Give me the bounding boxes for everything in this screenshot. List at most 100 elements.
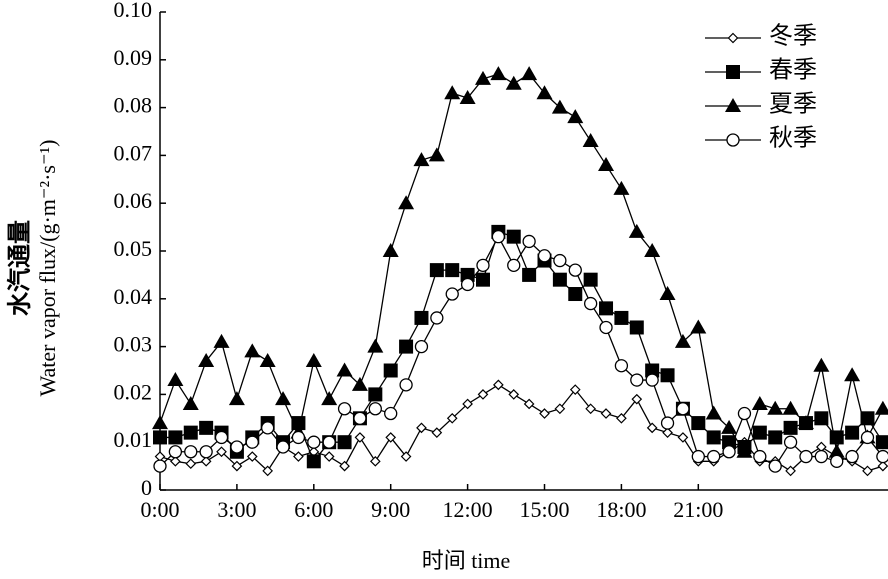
x-tick-label: 12:00 <box>443 497 493 522</box>
marker <box>583 272 598 287</box>
marker <box>614 359 629 373</box>
marker <box>690 319 707 334</box>
marker <box>460 277 475 292</box>
marker <box>231 460 243 472</box>
marker <box>799 449 813 464</box>
marker <box>246 451 258 462</box>
marker <box>783 435 798 449</box>
y-tick-label: 0.08 <box>114 93 153 118</box>
marker <box>568 287 583 302</box>
marker <box>753 449 767 464</box>
marker <box>429 263 444 278</box>
marker <box>416 422 427 434</box>
marker <box>354 432 366 443</box>
marker <box>659 286 676 301</box>
marker <box>630 373 644 387</box>
marker <box>522 267 537 282</box>
marker <box>445 287 459 301</box>
marker <box>814 449 829 464</box>
marker <box>182 395 199 410</box>
x-tick-label: 0:00 <box>140 497 179 522</box>
marker <box>768 430 783 445</box>
marker <box>431 427 443 438</box>
marker <box>553 253 567 268</box>
marker <box>536 85 553 100</box>
marker <box>782 400 799 415</box>
x-tick-label: 9:00 <box>371 497 410 522</box>
marker <box>660 416 675 430</box>
marker <box>400 451 412 462</box>
marker <box>385 432 397 443</box>
marker <box>414 339 429 354</box>
marker <box>751 395 768 410</box>
marker <box>430 311 444 325</box>
x-tick-label: 3:00 <box>217 497 256 522</box>
marker <box>505 75 522 90</box>
marker <box>337 435 352 450</box>
marker <box>830 454 844 468</box>
marker <box>306 454 321 469</box>
marker <box>213 333 230 348</box>
marker <box>726 65 740 79</box>
marker <box>877 460 888 472</box>
marker <box>198 352 215 367</box>
marker <box>660 368 675 383</box>
marker <box>291 430 306 445</box>
marker <box>567 109 584 124</box>
marker <box>275 391 292 406</box>
x-tick-label: 15:00 <box>519 497 569 522</box>
marker <box>152 415 168 430</box>
x-tick-label: 21:00 <box>673 497 723 522</box>
marker <box>477 389 489 400</box>
marker <box>245 435 259 449</box>
marker <box>691 416 706 431</box>
marker <box>582 133 599 148</box>
marker <box>706 430 721 445</box>
marker <box>845 449 859 464</box>
marker <box>460 267 475 282</box>
marker <box>737 406 752 421</box>
y-tick-label: 0.02 <box>114 379 153 404</box>
marker <box>676 402 690 416</box>
marker <box>382 243 399 257</box>
marker <box>876 449 888 464</box>
marker <box>307 435 321 449</box>
marker <box>705 405 722 420</box>
marker <box>199 420 214 435</box>
marker <box>726 133 740 147</box>
marker <box>585 403 596 415</box>
marker <box>259 352 276 367</box>
marker <box>506 229 521 244</box>
marker <box>722 445 736 459</box>
marker <box>614 310 629 325</box>
marker <box>493 379 504 391</box>
marker <box>368 387 383 402</box>
marker <box>323 451 335 462</box>
marker <box>568 263 582 277</box>
marker <box>167 372 184 387</box>
marker <box>508 389 520 400</box>
marker <box>569 384 581 395</box>
marker <box>845 425 860 440</box>
marker <box>644 243 661 257</box>
marker <box>353 411 367 425</box>
legend-label: 秋季 <box>769 125 817 152</box>
marker <box>814 411 829 426</box>
marker <box>322 435 336 449</box>
marker <box>860 430 875 445</box>
marker <box>583 296 598 311</box>
marker <box>874 400 888 415</box>
x-tick-label: 6:00 <box>294 497 333 522</box>
marker <box>783 420 798 435</box>
marker <box>153 430 167 445</box>
marker <box>293 451 304 462</box>
marker <box>722 435 737 450</box>
marker <box>445 263 460 278</box>
marker <box>185 458 197 470</box>
marker <box>367 338 384 353</box>
marker <box>828 443 845 458</box>
marker <box>645 373 659 387</box>
marker <box>645 363 660 378</box>
marker <box>399 378 413 392</box>
marker <box>183 425 198 440</box>
